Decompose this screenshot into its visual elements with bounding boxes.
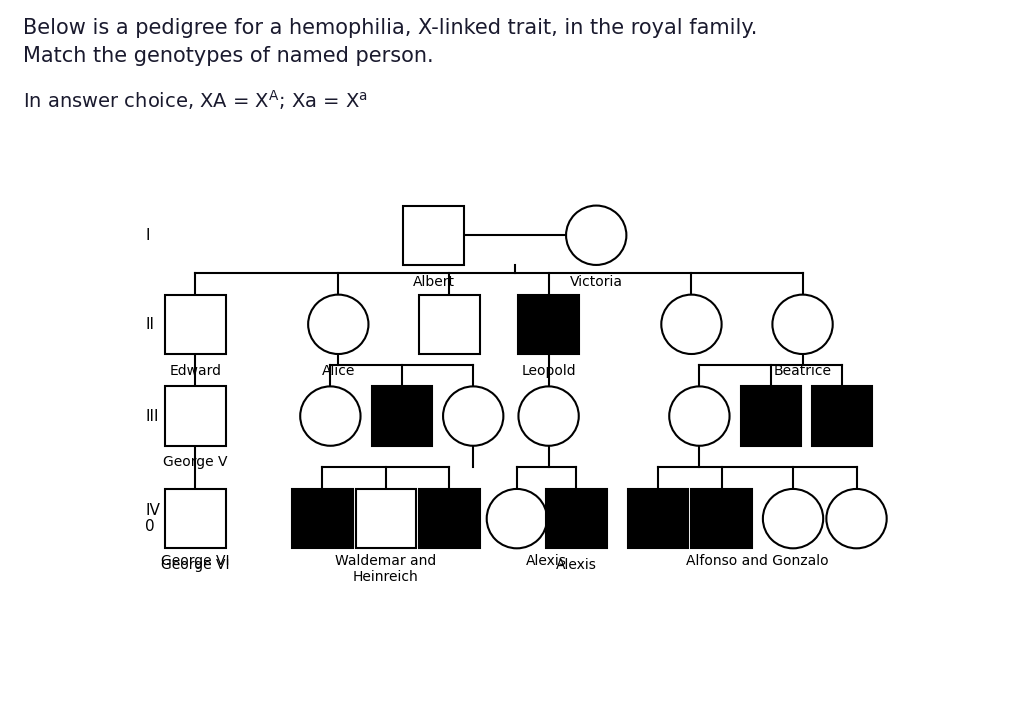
- Text: Edward: Edward: [169, 364, 221, 378]
- Text: George VI: George VI: [161, 554, 229, 568]
- Text: Alice: Alice: [322, 364, 355, 378]
- FancyBboxPatch shape: [355, 489, 416, 548]
- Ellipse shape: [826, 489, 887, 548]
- FancyBboxPatch shape: [546, 489, 606, 548]
- Text: George V: George V: [163, 456, 227, 470]
- FancyBboxPatch shape: [518, 294, 579, 354]
- Text: Waldemar and
Heinreich: Waldemar and Heinreich: [335, 554, 436, 584]
- Ellipse shape: [772, 294, 833, 354]
- FancyBboxPatch shape: [419, 294, 479, 354]
- FancyBboxPatch shape: [691, 489, 752, 548]
- Text: Below is a pedigree for a hemophilia, X-linked trait, in the royal family.: Below is a pedigree for a hemophilia, X-…: [23, 18, 757, 38]
- FancyBboxPatch shape: [165, 294, 225, 354]
- Ellipse shape: [662, 294, 722, 354]
- Text: In answer choice, XA = $\mathregular{X^A}$; Xa = $\mathregular{X^a}$: In answer choice, XA = $\mathregular{X^A…: [23, 88, 368, 111]
- Text: George VI: George VI: [161, 558, 229, 572]
- Ellipse shape: [300, 386, 360, 446]
- Ellipse shape: [763, 489, 823, 548]
- Ellipse shape: [308, 294, 369, 354]
- Ellipse shape: [670, 386, 729, 446]
- FancyBboxPatch shape: [165, 489, 225, 548]
- Text: IV: IV: [145, 503, 161, 518]
- FancyBboxPatch shape: [628, 489, 688, 548]
- FancyBboxPatch shape: [403, 205, 464, 265]
- FancyBboxPatch shape: [292, 489, 352, 548]
- Ellipse shape: [518, 386, 579, 446]
- Text: Victoria: Victoria: [569, 275, 623, 289]
- Text: Albert: Albert: [413, 275, 455, 289]
- Text: Match the genotypes of named person.: Match the genotypes of named person.: [23, 46, 433, 66]
- Text: Alexis: Alexis: [526, 554, 567, 568]
- FancyBboxPatch shape: [419, 489, 479, 548]
- Ellipse shape: [443, 386, 504, 446]
- Text: 0: 0: [145, 519, 155, 534]
- FancyBboxPatch shape: [740, 386, 801, 446]
- Text: Alexis: Alexis: [556, 558, 597, 572]
- Text: I: I: [145, 228, 150, 243]
- Text: III: III: [145, 409, 159, 423]
- FancyBboxPatch shape: [165, 386, 225, 446]
- FancyBboxPatch shape: [372, 386, 432, 446]
- Ellipse shape: [486, 489, 547, 548]
- FancyBboxPatch shape: [812, 386, 872, 446]
- Text: Beatrice: Beatrice: [773, 364, 831, 378]
- Ellipse shape: [566, 205, 627, 265]
- Text: Alfonso and Gonzalo: Alfonso and Gonzalo: [686, 554, 828, 568]
- Text: Leopold: Leopold: [521, 364, 575, 378]
- Text: II: II: [145, 317, 155, 332]
